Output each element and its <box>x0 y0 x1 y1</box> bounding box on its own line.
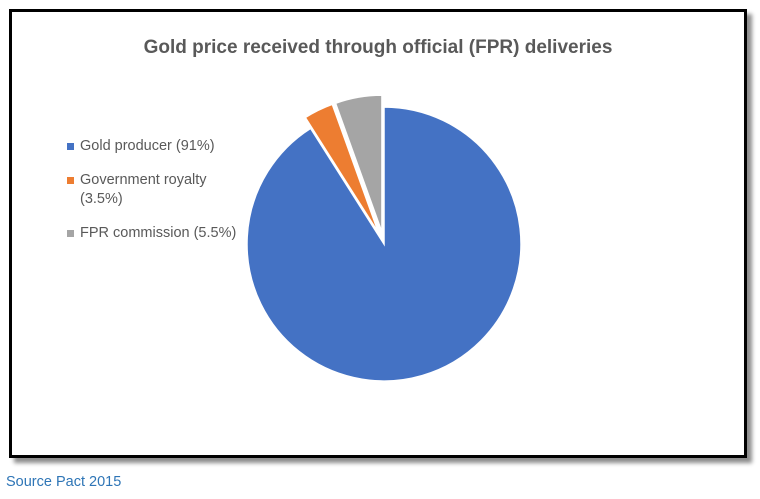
legend-label: FPR commission (5.5%) <box>80 225 237 241</box>
legend-label: Government royalty (3.5%) <box>80 172 207 207</box>
legend-swatch <box>67 143 74 150</box>
pie-slice <box>334 94 383 233</box>
pie-chart <box>246 94 522 382</box>
legend-swatch <box>67 177 74 184</box>
legend-item-government-royalty: Government royalty (3.5%) <box>67 171 247 209</box>
pie-slice <box>304 103 380 234</box>
pie-slice <box>246 106 522 382</box>
chart-frame: Gold price received through official (FP… <box>9 9 747 458</box>
legend-swatch <box>67 230 74 237</box>
legend-item-fpr-commission: FPR commission (5.5%) <box>67 224 247 243</box>
source-note: Source Pact 2015 <box>6 474 122 490</box>
legend: Gold producer (91%) Government royalty (… <box>67 137 247 258</box>
legend-label: Gold producer (91%) <box>80 138 215 154</box>
chart-title: Gold price received through official (FP… <box>143 37 613 58</box>
legend-item-gold-producer: Gold producer (91%) <box>67 137 247 156</box>
